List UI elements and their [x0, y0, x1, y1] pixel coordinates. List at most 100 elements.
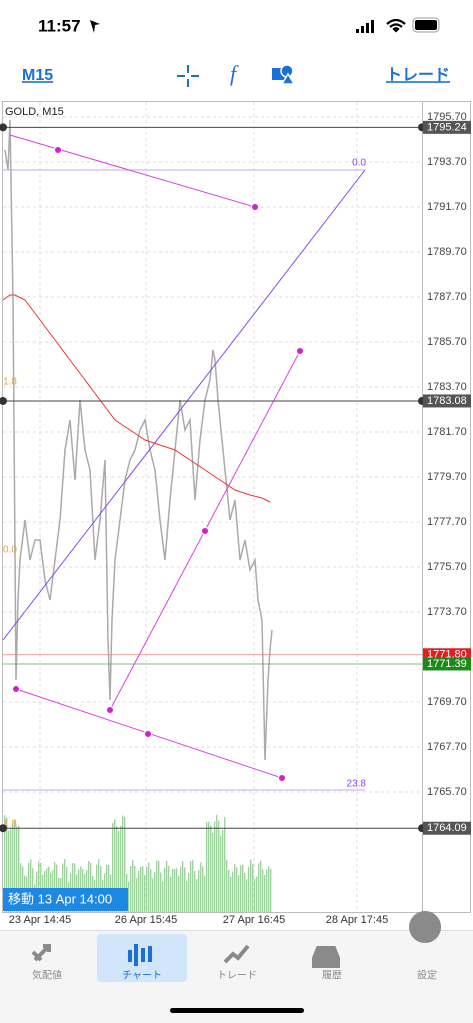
line-handle	[0, 123, 7, 132]
volume-bar	[146, 866, 148, 912]
volume-bar	[196, 879, 198, 912]
battery-icon	[412, 17, 440, 33]
volume-bar	[98, 859, 100, 912]
volume-bar	[16, 826, 18, 912]
tab-bar	[0, 930, 473, 1023]
location-icon	[90, 20, 100, 33]
volume-bar	[174, 868, 176, 912]
volume-bar	[40, 862, 42, 912]
line-handle	[0, 396, 7, 405]
volume-bar	[128, 881, 130, 912]
tab-icon	[312, 946, 340, 968]
time-label: 26 Apr 15:45	[115, 914, 177, 926]
price-tick: 1785.70	[427, 336, 467, 348]
wifi-icon	[386, 18, 406, 33]
volume-bar	[188, 873, 190, 912]
volume-bar	[148, 862, 150, 912]
time-label: 28 Apr 17:45	[326, 914, 388, 926]
volume-bar	[14, 819, 16, 912]
volume-bar	[72, 863, 74, 912]
volume-bar	[214, 821, 216, 912]
volume-bar	[138, 870, 140, 912]
tab-label[interactable]: トレード	[217, 971, 257, 982]
price-tick: 1777.70	[427, 516, 467, 528]
tab-label[interactable]: 設定	[417, 969, 437, 982]
price-marker: 1764.09	[427, 822, 467, 834]
tab-icon	[128, 944, 152, 966]
volume-bar	[164, 867, 166, 912]
volume-bar	[120, 825, 122, 912]
chart-frame	[2, 101, 471, 913]
volume-bar	[178, 876, 180, 912]
volume-bar	[88, 860, 90, 912]
volume-bar	[28, 862, 30, 912]
volume-bar	[142, 866, 144, 912]
fib-label: 0.0	[352, 158, 366, 169]
volume-bar	[176, 868, 178, 912]
price-tick: 1793.70	[427, 156, 467, 168]
moving-average	[2, 294, 271, 503]
tabs: 気配値 チャート トレード 履歴 設定	[31, 911, 442, 982]
volume-bar	[20, 863, 22, 912]
trade-button[interactable]: トレード	[386, 67, 450, 84]
volume-bar	[162, 881, 164, 912]
volume-bar	[224, 816, 226, 912]
volume-bar	[10, 828, 12, 912]
timeframe-button[interactable]: M15	[22, 67, 53, 84]
tab-label[interactable]: 履歴	[322, 970, 342, 982]
volume-bar	[194, 871, 196, 912]
volume-bar	[64, 859, 66, 912]
volume-bar	[262, 869, 264, 912]
time-axis: 23 Apr 14:45 26 Apr 15:45 27 Apr 16:45 28 A…	[9, 914, 388, 926]
volume-bar	[134, 865, 136, 912]
volume-bar	[264, 874, 266, 912]
tab-label[interactable]: チャート	[122, 970, 162, 982]
volume-bar	[266, 869, 268, 912]
volume-bar	[208, 821, 210, 912]
trend-line	[9, 134, 256, 208]
price-marker-box	[423, 821, 471, 835]
price-marker-box	[423, 120, 471, 134]
volume-bar	[240, 865, 242, 912]
volume-bar	[168, 865, 170, 912]
volume-bar	[116, 826, 118, 912]
price-marker-box	[423, 394, 471, 408]
time-label: 27 Apr 16:45	[223, 914, 285, 926]
volume-bar	[200, 862, 202, 912]
volume-bar	[90, 862, 92, 912]
indicator-button[interactable]: f	[230, 61, 239, 86]
volume-bar	[222, 829, 224, 912]
volume-bar	[182, 861, 184, 912]
volume-bar	[156, 860, 158, 912]
signal-icon	[356, 20, 374, 33]
volume-bar	[132, 859, 134, 912]
fib-label: 1.8	[3, 819, 17, 830]
crosshair-button[interactable]	[177, 65, 199, 87]
volume-bar	[160, 872, 162, 912]
volume-bar	[210, 825, 212, 912]
home-indicator	[170, 1008, 304, 1013]
price-tick: 1783.70	[427, 381, 467, 393]
price-marker-box	[423, 657, 471, 671]
status-time: 11:57	[38, 16, 81, 35]
volume-bar	[244, 872, 246, 912]
tab-label[interactable]: 気配値	[32, 969, 62, 982]
volume-bar	[250, 859, 252, 912]
price-marker: 1783.08	[427, 395, 467, 407]
volume-bar	[220, 835, 222, 912]
volume-bar	[170, 876, 172, 912]
volume-bar	[192, 860, 194, 912]
volume-bar	[140, 866, 142, 912]
objects-button[interactable]	[272, 64, 296, 85]
volume-bar	[6, 817, 8, 912]
price-tick: 1769.70	[427, 696, 467, 708]
volume-bar	[12, 823, 14, 912]
tooltip-box	[3, 888, 128, 911]
volume-bar	[130, 866, 132, 912]
volume-bar	[118, 831, 120, 912]
volume-bar	[242, 864, 244, 912]
anchor-points	[12, 146, 304, 782]
volume-bar	[152, 878, 154, 912]
volume-bar	[112, 822, 114, 912]
